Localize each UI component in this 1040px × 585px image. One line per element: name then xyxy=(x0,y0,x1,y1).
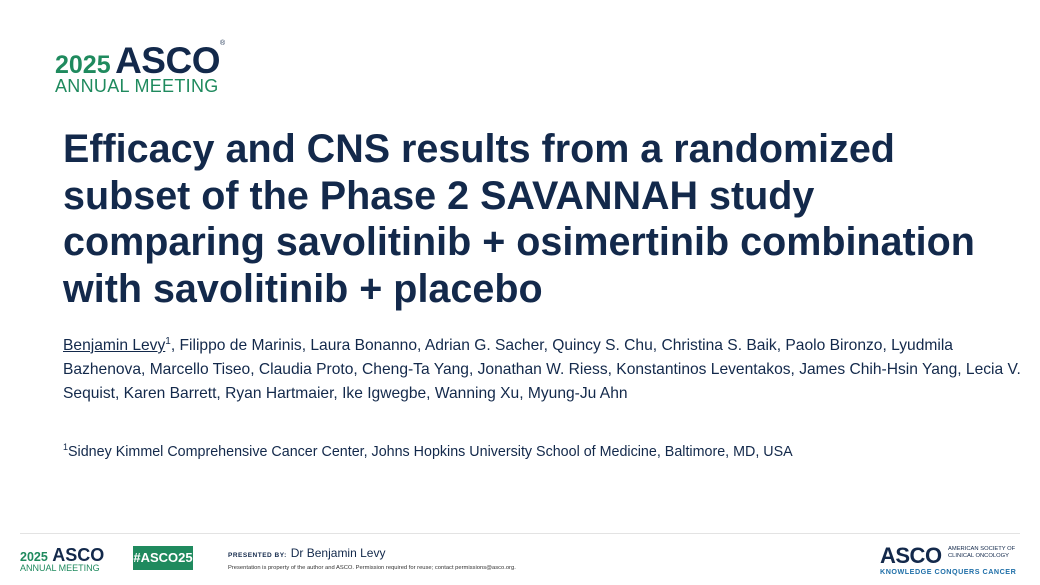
presented-by: PRESENTED BY: Dr Benjamin Levy xyxy=(228,546,385,560)
asco-annual-meeting-logo: 2025 ASCO® ANNUAL MEETING xyxy=(55,40,225,97)
logo-year: 2025 xyxy=(55,51,111,79)
affiliation-number: 1 xyxy=(63,442,69,452)
society-tagline: KNOWLEDGE CONQUERS CANCER xyxy=(880,567,1017,576)
logo-brand: ASCO xyxy=(115,40,220,81)
presenting-author: Benjamin Levy xyxy=(63,337,166,355)
logo-subtitle: ANNUAL MEETING xyxy=(55,76,219,96)
affiliation-text: Sidney Kimmel Comprehensive Cancer Cente… xyxy=(68,443,793,460)
asco-society-logo: ASCO AMERICAN SOCIETY OF CLINICAL ONCOLO… xyxy=(880,543,1016,576)
presented-by-label: PRESENTED BY: xyxy=(228,552,287,559)
author-list: Benjamin Levy1, Filippo de Marinis, Laur… xyxy=(63,330,1023,406)
footer-logo-subtitle: ANNUAL MEETING xyxy=(20,563,100,573)
other-authors: , Filippo de Marinis, Laura Bonanno, Adr… xyxy=(63,337,1021,403)
footer-logo-year: 2025 xyxy=(20,550,48,564)
slide-title: Efficacy and CNS results from a randomiz… xyxy=(63,127,975,311)
presenter-name: Dr Benjamin Levy xyxy=(290,546,386,560)
footer-divider xyxy=(20,533,1020,534)
affiliation: 1Sidney Kimmel Comprehensive Cancer Cent… xyxy=(63,442,793,460)
footer-meeting-logo: 2025 ASCO ANNUAL MEETING xyxy=(20,545,104,573)
society-name: AMERICAN SOCIETY OF CLINICAL ONCOLOGY xyxy=(948,546,1016,559)
hashtag-badge: #ASCO25 xyxy=(133,546,193,570)
footer-logo-brand: ASCO xyxy=(52,545,105,565)
society-logo-brand: ASCO xyxy=(880,543,942,568)
registered-mark: ® xyxy=(219,40,226,47)
author-affil-marker: 1 xyxy=(165,336,171,347)
copyright-notice: Presentation is property of the author a… xyxy=(228,565,516,571)
